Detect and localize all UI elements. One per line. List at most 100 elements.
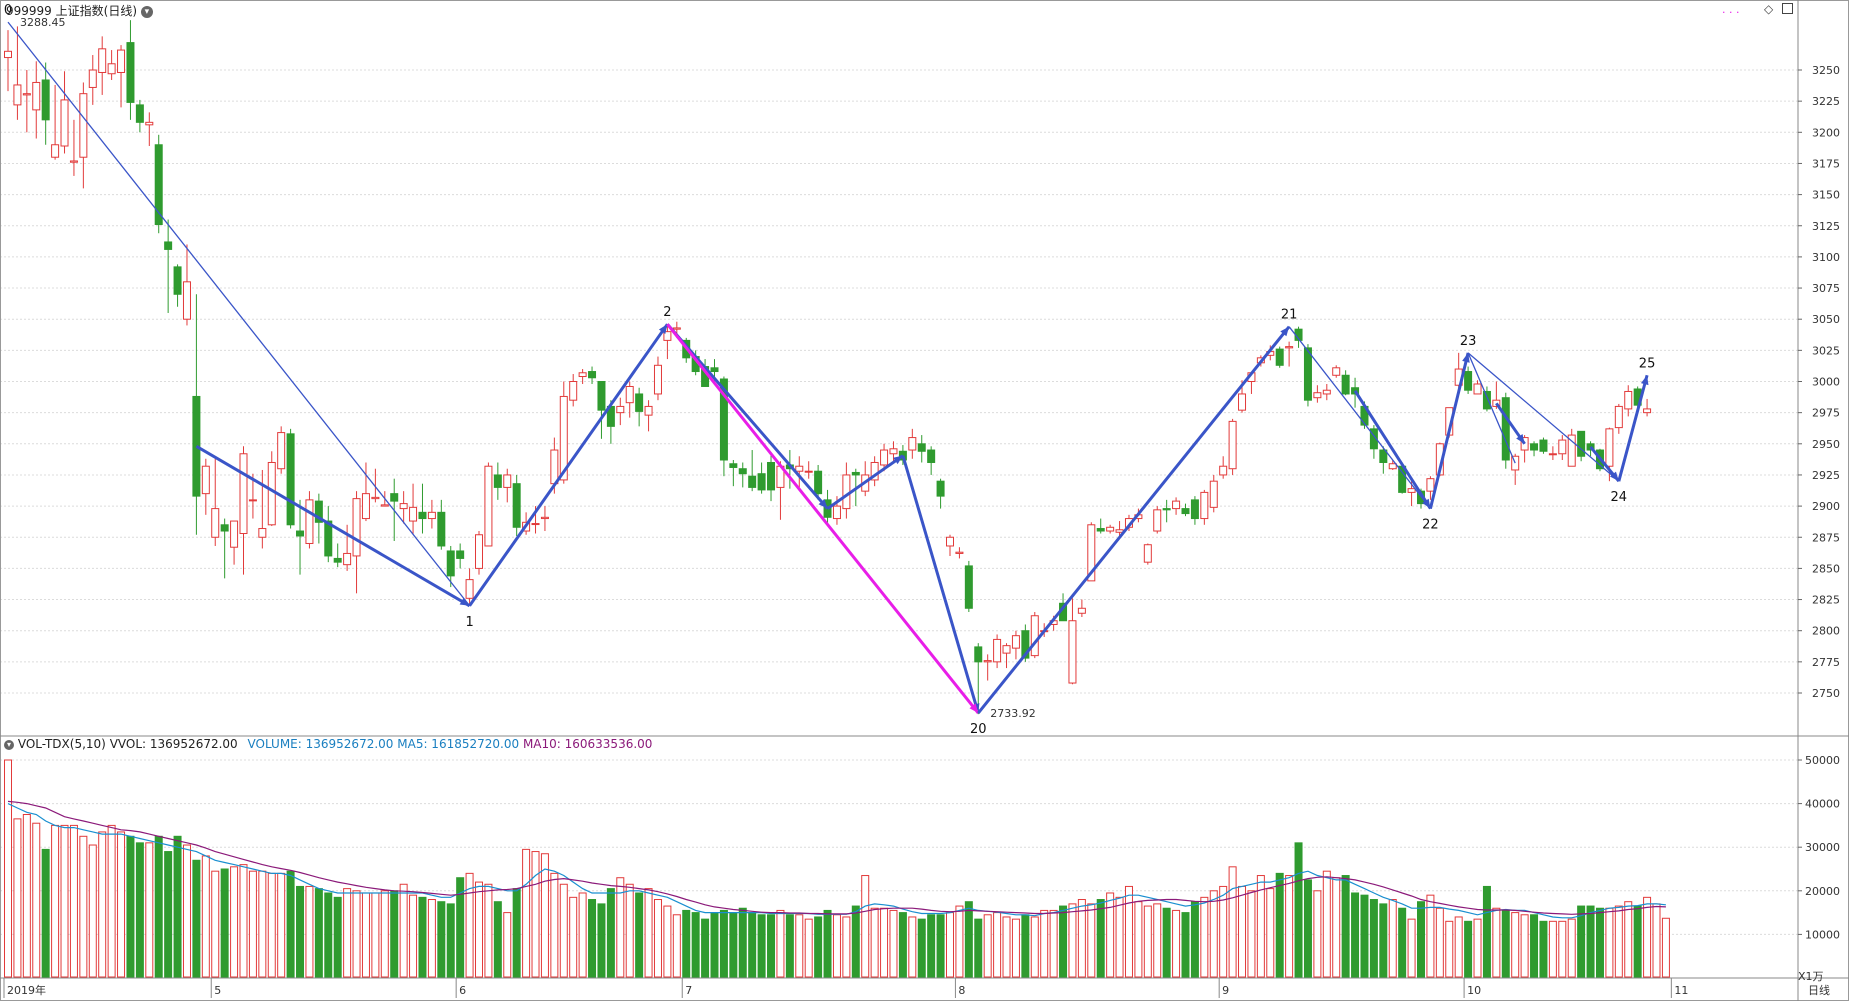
volume-bar[interactable] [79,835,88,978]
volume-bar[interactable] [258,870,267,978]
candle[interactable] [493,462,502,500]
volume-bar[interactable] [333,896,342,978]
candle[interactable] [1388,459,1397,470]
volume-bar[interactable] [60,824,69,978]
volume-bar[interactable] [1059,905,1068,978]
volume-bar[interactable] [719,909,728,978]
candle[interactable] [1313,385,1322,403]
volume-bar[interactable] [767,914,776,978]
candle[interactable] [201,458,210,515]
candle[interactable] [277,426,286,474]
candle[interactable] [1030,612,1039,659]
candle[interactable] [1369,425,1378,459]
candle[interactable] [126,20,135,120]
volume-collapse-icon[interactable]: ▾ [4,739,14,750]
volume-bar[interactable] [1181,912,1190,978]
volume-bar[interactable] [41,848,50,978]
volume-bar[interactable] [418,896,427,978]
candle[interactable] [1011,630,1020,660]
volume-bar[interactable] [1511,912,1520,978]
volume-bar[interactable] [456,877,465,978]
volume-bar[interactable] [578,892,587,978]
volume-bar[interactable] [757,914,766,978]
volume-bar[interactable] [1379,903,1388,978]
volume-bar[interactable] [1124,885,1133,978]
candle[interactable] [1285,341,1294,367]
volume-bar[interactable] [616,877,625,978]
candle[interactable] [767,455,776,502]
volume-bar[interactable] [1190,901,1199,978]
volume-bar[interactable] [1228,866,1237,978]
volume-bar[interactable] [512,888,521,978]
volume-bar[interactable] [588,899,597,978]
candle[interactable] [738,462,747,488]
volume-bar[interactable] [503,912,512,978]
candle[interactable] [644,400,653,432]
volume-bar[interactable] [983,914,992,978]
candle[interactable] [324,506,333,563]
candle[interactable] [13,26,22,120]
candle[interactable] [230,520,239,565]
volume-bar[interactable] [164,851,173,978]
volume-bar[interactable] [13,818,22,978]
volume-bar[interactable] [409,894,418,978]
volume-bar[interactable] [51,824,60,978]
volume-bar[interactable] [314,888,323,978]
volume-bar[interactable] [1285,875,1294,978]
volume-bar[interactable] [98,831,107,978]
candle[interactable] [1341,370,1350,396]
volume-bar[interactable] [1068,903,1077,978]
candle[interactable] [1181,503,1190,517]
volume-bar[interactable] [1077,899,1086,978]
candle[interactable] [220,518,229,579]
candle[interactable] [352,491,361,594]
candle[interactable] [69,119,78,176]
volume-bar[interactable] [1049,909,1058,978]
volume-bar[interactable] [437,901,446,978]
volume-bar[interactable] [738,907,747,978]
volume-bar[interactable] [880,907,889,978]
volume-bar[interactable] [1209,890,1218,978]
volume-bar[interactable] [672,914,681,978]
volume-bar[interactable] [1200,896,1209,978]
candle[interactable] [1558,435,1567,460]
candle[interactable] [418,483,427,534]
volume-bar[interactable] [305,885,314,978]
volume-bar[interactable] [1294,842,1303,978]
volume-bar[interactable] [531,851,540,978]
volume-bar[interactable] [559,883,568,978]
volume-bar[interactable] [380,890,389,978]
volume-bar[interactable] [1417,901,1425,978]
candle[interactable] [1172,497,1181,515]
volume-bar[interactable] [1351,892,1360,978]
volume-bar[interactable] [955,905,964,978]
candle[interactable] [1482,386,1491,412]
volume-bar[interactable] [446,903,455,978]
candle[interactable] [164,219,173,313]
volume-bar[interactable] [1266,888,1275,978]
volume-bar[interactable] [22,814,31,978]
candle[interactable] [333,543,342,568]
candle[interactable] [964,560,973,613]
candle[interactable] [98,36,107,95]
volume-bar[interactable] [343,888,352,978]
candle[interactable] [559,381,568,484]
volume-bar[interactable] [1040,909,1049,978]
volume-bar[interactable] [399,883,408,978]
volume-bar[interactable] [1332,877,1341,978]
candle[interactable] [795,456,804,488]
volume-bar[interactable] [1520,914,1529,978]
volume-bar[interactable] [1624,901,1633,978]
volume-bar[interactable] [842,916,851,978]
candle[interactable] [305,491,314,549]
candle[interactable] [41,62,50,145]
volume-bar[interactable] [1096,899,1105,978]
volume-bar[interactable] [182,844,191,978]
volume-bar[interactable] [1115,896,1124,978]
candle[interactable] [955,547,964,559]
candle[interactable] [1605,427,1614,482]
volume-bar[interactable] [126,835,135,978]
volume-bar[interactable] [1501,909,1510,978]
volume-bar[interactable] [1548,920,1557,978]
candle[interactable] [427,499,436,529]
